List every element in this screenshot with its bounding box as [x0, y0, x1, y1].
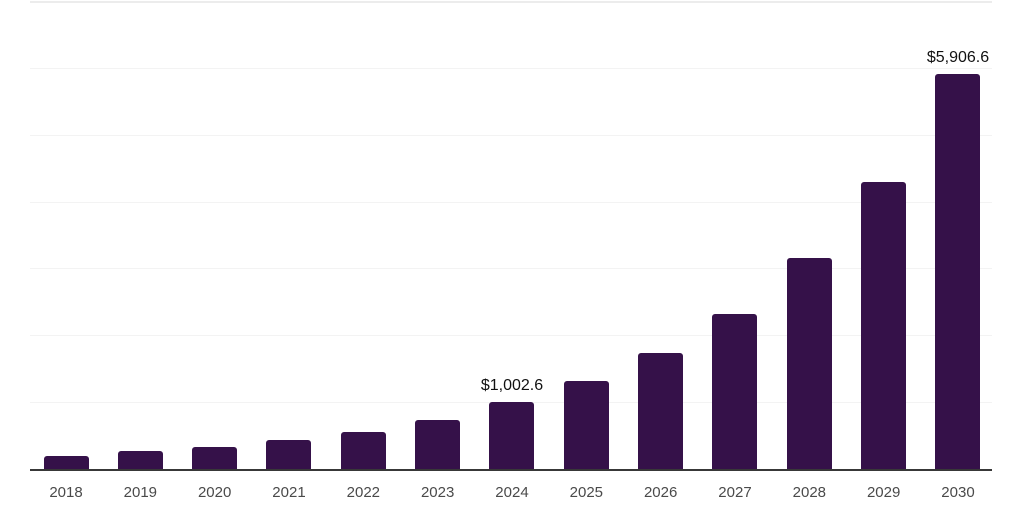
x-axis-line: [30, 469, 992, 471]
x-tick-2028: 2028: [792, 484, 827, 501]
bar-2021: [266, 440, 312, 469]
gridline-6000: [30, 67, 992, 69]
bar-2024: [489, 401, 535, 469]
x-tick-2018: 2018: [49, 484, 83, 501]
x-tick-2019: 2019: [123, 484, 158, 501]
value-label-2030: $5,906.6: [926, 49, 990, 67]
bar-2025: [563, 381, 609, 469]
bar-2027: [712, 313, 758, 469]
x-tick-2027: 2027: [718, 484, 752, 501]
gridline-4000: [30, 201, 992, 203]
bar-2020: [192, 446, 238, 469]
x-tick-2021: 2021: [272, 484, 306, 501]
x-tick-2020: 2020: [197, 484, 232, 501]
bar-2029: [861, 181, 907, 469]
x-tick-2024: 2024: [495, 484, 529, 501]
x-tick-2026: 2026: [643, 484, 678, 501]
bar-2019: [117, 451, 163, 469]
gridline-2000: [30, 335, 992, 337]
bar-2023: [415, 419, 461, 469]
x-tick-2022: 2022: [346, 484, 381, 501]
value-label-2024: $1,002.6: [480, 376, 544, 394]
bar-2022: [340, 432, 386, 469]
gridline-5000: [30, 134, 992, 136]
bar-2026: [638, 352, 684, 469]
bar-2018: [43, 455, 89, 469]
x-tick-2029: 2029: [866, 484, 901, 501]
x-tick-2025: 2025: [569, 484, 604, 501]
gridline-3000: [30, 268, 992, 270]
bar-2028: [786, 258, 832, 469]
x-tick-2023: 2023: [420, 484, 455, 501]
x-tick-2030: 2030: [941, 484, 975, 501]
bar-2030: [935, 74, 981, 469]
gridline-7000: [30, 1, 992, 3]
